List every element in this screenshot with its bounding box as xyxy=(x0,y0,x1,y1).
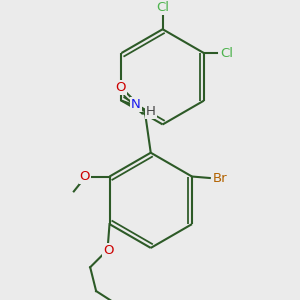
Text: Cl: Cl xyxy=(156,1,169,14)
Text: Cl: Cl xyxy=(220,46,233,59)
Text: H: H xyxy=(146,105,156,118)
Text: O: O xyxy=(103,244,113,257)
Text: O: O xyxy=(80,170,90,183)
Text: O: O xyxy=(116,81,126,94)
Text: N: N xyxy=(131,98,141,111)
Text: Br: Br xyxy=(213,172,228,184)
